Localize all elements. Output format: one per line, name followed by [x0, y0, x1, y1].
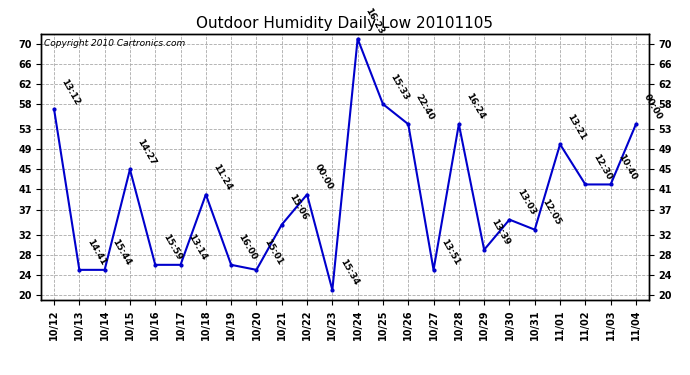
Text: 14:41: 14:41: [85, 238, 107, 267]
Text: 13:51: 13:51: [439, 238, 461, 267]
Text: 16:00: 16:00: [237, 233, 259, 262]
Text: 15:44: 15:44: [110, 238, 132, 267]
Text: 11:24: 11:24: [211, 162, 234, 192]
Text: 10:40: 10:40: [616, 153, 638, 182]
Text: 12:05: 12:05: [540, 198, 562, 227]
Text: 22:40: 22:40: [414, 92, 436, 122]
Text: 13:03: 13:03: [515, 188, 537, 217]
Text: 00:00: 00:00: [642, 93, 663, 122]
Text: 13:21: 13:21: [566, 112, 588, 141]
Text: 14:27: 14:27: [135, 137, 158, 166]
Text: 15:33: 15:33: [388, 72, 411, 101]
Text: Copyright 2010 Cartronics.com: Copyright 2010 Cartronics.com: [44, 39, 186, 48]
Text: 00:00: 00:00: [313, 163, 335, 192]
Text: 13:14: 13:14: [186, 232, 208, 262]
Text: 15:06: 15:06: [287, 193, 309, 222]
Text: 13:12: 13:12: [59, 77, 81, 106]
Text: 16:23: 16:23: [363, 7, 385, 36]
Text: 15:01: 15:01: [262, 238, 284, 267]
Text: 15:59: 15:59: [161, 232, 183, 262]
Text: 13:39: 13:39: [490, 217, 512, 247]
Text: 15:34: 15:34: [338, 258, 360, 287]
Text: 12:30: 12:30: [591, 153, 613, 182]
Text: 16:24: 16:24: [464, 92, 486, 122]
Title: Outdoor Humidity Daily Low 20101105: Outdoor Humidity Daily Low 20101105: [197, 16, 493, 31]
